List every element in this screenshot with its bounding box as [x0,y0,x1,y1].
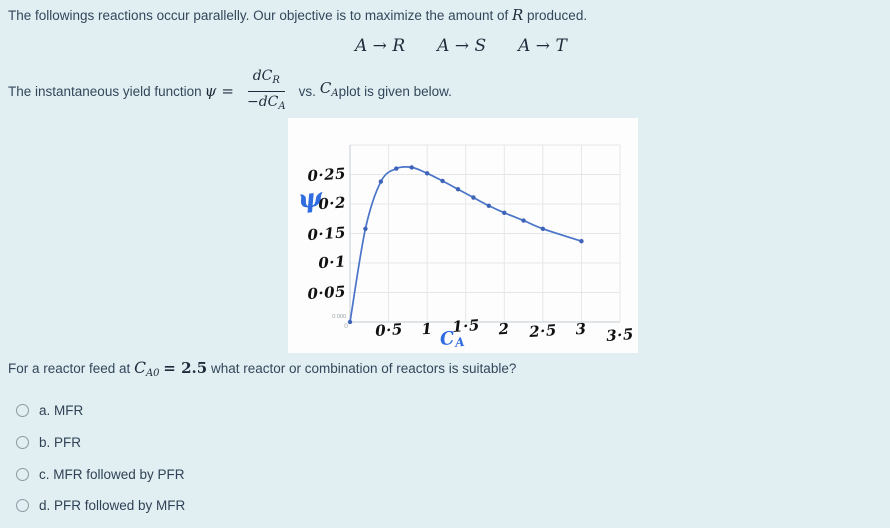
vs-text: vs. [298,83,316,99]
yield-function-text: The instantaneous yield function ψ = dCR… [8,66,452,116]
y-tick-label: 0·25 [306,163,347,185]
data-point-marker [579,238,584,244]
x-tick-label: 1·5 [451,316,481,336]
data-point-marker [486,203,492,208]
equals-sign: = [221,81,234,100]
data-point-marker [378,179,384,184]
data-point-marker [347,319,353,325]
option-d[interactable]: d. PFR followed by MFR [16,498,185,513]
question-text: For a reactor feed at CA0 = 2.5 what rea… [8,360,516,382]
x-tick-label: 3·5 [605,325,635,345]
origin-y-tick: 0.000 [332,314,346,320]
option-d-label: d. PFR followed by MFR [39,498,186,513]
ca0-value: = 2.5 [163,359,208,377]
x-tick-label: 1 [421,319,434,339]
option-d-radio[interactable] [16,499,29,512]
reaction-a-s: A → S [437,36,487,56]
intro-text: The followings reactions occur parallell… [8,7,587,24]
y-tick-label: 0·1 [317,252,347,273]
origin-x-tick: 0 [344,323,348,330]
yield-fraction: dCR −dCA [242,67,291,116]
data-point-marker [521,218,526,223]
reaction-a-r: A → R [355,36,406,56]
ca0-symbol: CA0 [134,359,160,380]
intro-prefix: The followings reactions occur parallell… [8,8,512,23]
psi-symbol: ψ [204,81,217,100]
y-tick-label: 0·2 [317,193,347,214]
reaction-a-t: A → T [518,36,567,56]
data-point-marker [363,226,368,231]
ca-symbol: CA [319,79,339,100]
data-point-marker [502,210,507,216]
data-point-marker [409,165,414,170]
yield-prefix: The instantaneous yield function [8,83,202,99]
reaction-equations: A → R A → S A → T [355,36,567,56]
y-tick-label: 0·05 [306,281,347,303]
data-point-marker [455,187,461,192]
option-b[interactable]: b. PFR [16,435,81,450]
option-b-label: b. PFR [39,435,82,450]
data-point-marker [440,178,445,184]
option-c[interactable]: c. MFR followed by PFR [16,467,185,482]
question-prefix: For a reactor feed at [8,361,135,376]
plot-canvas [347,144,621,325]
yield-vs-ca-chart: ψ CA 0.000 0 0·25 0·2 0·15 0·1 0·05 0·5 1 1·5 2 2… [288,118,638,353]
x-tick-label: 2·5 [528,321,558,341]
fraction-numerator: dCR [247,67,285,92]
option-a-label: a. MFR [39,403,84,418]
intro-suffix: produced. [523,8,588,23]
data-point-marker [424,171,430,176]
y-tick-label: 0·15 [306,222,347,244]
data-point-marker [394,166,399,171]
option-a[interactable]: a. MFR [16,403,83,418]
x-tick-label: 2 [498,319,511,339]
x-tick-label: 0·5 [374,320,403,340]
option-b-radio[interactable] [16,436,29,449]
x-tick-label: 3 [575,319,588,339]
data-point-marker [540,226,546,231]
intro-var-R: R [511,6,524,24]
option-a-radio[interactable] [16,404,29,417]
option-c-label: c. MFR followed by PFR [39,467,185,482]
option-c-radio[interactable] [16,468,29,481]
question-suffix: what reactor or combination of reactors … [207,361,517,376]
fraction-denominator: −dCA [246,93,286,112]
yield-suffix: plot is given below. [338,83,452,99]
data-point-marker [471,195,476,200]
